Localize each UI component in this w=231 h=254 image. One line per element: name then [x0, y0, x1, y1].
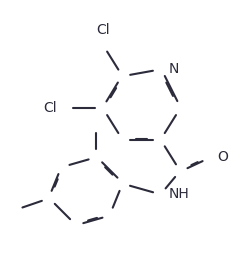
Text: Cl: Cl: [43, 101, 57, 115]
Text: NH: NH: [168, 187, 189, 201]
Text: N: N: [168, 62, 179, 76]
Text: O: O: [217, 150, 228, 164]
Text: Cl: Cl: [96, 23, 110, 37]
